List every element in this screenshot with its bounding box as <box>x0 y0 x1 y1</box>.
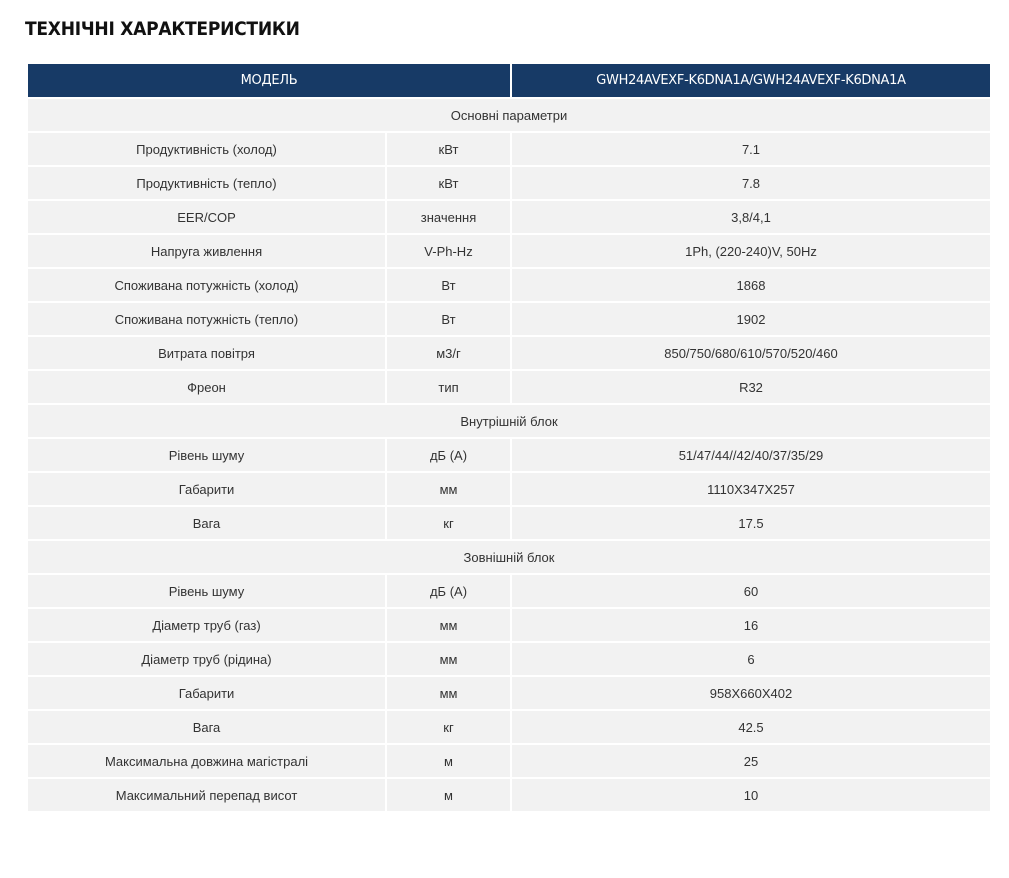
param-value: 6 <box>510 641 992 677</box>
spec-row: Фреон тип R32 <box>26 369 992 405</box>
param-unit: мм <box>385 641 512 677</box>
param-name: Фреон <box>26 369 387 405</box>
section-row: Зовнішній блок <box>26 539 992 575</box>
spec-row: Витрата повітря м3/г 850/750/680/610/570/5… <box>26 335 992 371</box>
param-unit: значення <box>385 199 512 235</box>
section-title: Основні параметри <box>26 97 992 133</box>
param-unit: мм <box>385 471 512 507</box>
param-value: 7.8 <box>510 165 992 201</box>
spec-row: EER/COP значення 3,8/4,1 <box>26 199 992 235</box>
param-name: Діаметр труб (рідина) <box>26 641 387 677</box>
param-name: Діаметр труб (газ) <box>26 607 387 643</box>
param-name: Рівень шуму <box>26 573 387 609</box>
param-value: 850/750/680/610/570/520/460 <box>510 335 992 371</box>
spec-row: Продуктивність (тепло) кВт 7.8 <box>26 165 992 201</box>
spec-row: Діаметр труб (газ) мм 16 <box>26 607 992 643</box>
spec-row: Вага кг 42.5 <box>26 709 992 745</box>
param-value: 1110X347X257 <box>510 471 992 507</box>
param-name: Споживана потужність (холод) <box>26 267 387 303</box>
param-unit: Вт <box>385 267 512 303</box>
param-value: 51/47/44//42/40/37/35/29 <box>510 437 992 473</box>
param-name: Габарити <box>26 471 387 507</box>
param-name: Продуктивність (холод) <box>26 131 387 167</box>
param-unit: Вт <box>385 301 512 337</box>
param-unit: дБ (А) <box>385 437 512 473</box>
param-name: Максимальний перепад висот <box>26 777 387 813</box>
spec-row: Рівень шуму дБ (А) 60 <box>26 573 992 609</box>
param-unit: кг <box>385 709 512 745</box>
param-value: 17.5 <box>510 505 992 541</box>
param-unit: кВт <box>385 131 512 167</box>
param-value: 958X660X402 <box>510 675 992 711</box>
param-unit: кг <box>385 505 512 541</box>
param-name: Рівень шуму <box>26 437 387 473</box>
spec-row: Габарити мм 958X660X402 <box>26 675 992 711</box>
spec-row: Споживана потужність (холод) Вт 1868 <box>26 267 992 303</box>
param-name: Напруга живлення <box>26 233 387 269</box>
param-name: Максимальна довжина магістралі <box>26 743 387 779</box>
param-unit: мм <box>385 675 512 711</box>
param-value: 1Ph, (220-240)V, 50Hz <box>510 233 992 269</box>
spec-row: Напруга живлення V-Ph-Hz 1Ph, (220-240)V, … <box>26 233 992 269</box>
spec-row: Габарити мм 1110X347X257 <box>26 471 992 507</box>
param-value: 3,8/4,1 <box>510 199 992 235</box>
param-value: 16 <box>510 607 992 643</box>
section-row: Основні параметри <box>26 97 992 133</box>
param-name: Споживана потужність (тепло) <box>26 301 387 337</box>
page-title: ТЕХНІЧНІ ХАРАКТЕРИСТИКИ <box>25 18 300 40</box>
param-value: 25 <box>510 743 992 779</box>
header-row: МОДЕЛЬ GWH24AVEXF-K6DNA1A/GWH24AVEXF-K6D… <box>26 62 992 99</box>
param-value: 42.5 <box>510 709 992 745</box>
spec-row: Споживана потужність (тепло) Вт 1902 <box>26 301 992 337</box>
param-name: Витрата повітря <box>26 335 387 371</box>
param-unit: кВт <box>385 165 512 201</box>
param-value: 1868 <box>510 267 992 303</box>
spec-row: Максимальна довжина магістралі м 25 <box>26 743 992 779</box>
param-unit: тип <box>385 369 512 405</box>
section-title: Внутрішній блок <box>26 403 992 439</box>
param-unit: V-Ph-Hz <box>385 233 512 269</box>
spec-row: Продуктивність (холод) кВт 7.1 <box>26 131 992 167</box>
param-name: EER/COP <box>26 199 387 235</box>
param-unit: м <box>385 777 512 813</box>
param-name: Продуктивність (тепло) <box>26 165 387 201</box>
spec-row: Рівень шуму дБ (А) 51/47/44//42/40/37/35/2… <box>26 437 992 473</box>
param-value: 7.1 <box>510 131 992 167</box>
param-unit: дБ (А) <box>385 573 512 609</box>
spec-row: Вага кг 17.5 <box>26 505 992 541</box>
spec-table: МОДЕЛЬ GWH24AVEXF-K6DNA1A/GWH24AVEXF-K6D… <box>26 62 992 813</box>
param-name: Вага <box>26 709 387 745</box>
param-name: Габарити <box>26 675 387 711</box>
param-value: 10 <box>510 777 992 813</box>
param-value: R32 <box>510 369 992 405</box>
param-value: 1902 <box>510 301 992 337</box>
header-cell: GWH24AVEXF-K6DNA1A/GWH24AVEXF-K6DNA1A <box>510 62 992 99</box>
param-name: Вага <box>26 505 387 541</box>
param-value: 60 <box>510 573 992 609</box>
table-body: Основні параметри Продуктивність (холод) к… <box>26 97 992 813</box>
spec-row: Максимальний перепад висот м 10 <box>26 777 992 813</box>
section-title: Зовнішній блок <box>26 539 992 575</box>
param-unit: м3/г <box>385 335 512 371</box>
header-cell: МОДЕЛЬ <box>26 62 512 99</box>
param-unit: м <box>385 743 512 779</box>
section-row: Внутрішній блок <box>26 403 992 439</box>
param-unit: мм <box>385 607 512 643</box>
spec-row: Діаметр труб (рідина) мм 6 <box>26 641 992 677</box>
